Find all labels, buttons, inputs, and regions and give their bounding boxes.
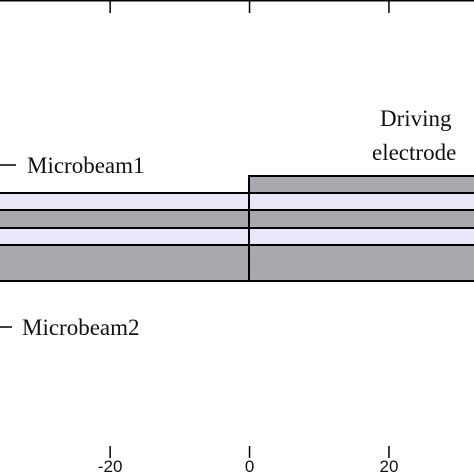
x-tick-label: 0 <box>245 457 254 474</box>
layer <box>0 192 474 211</box>
label: Driving <box>380 106 452 131</box>
layer <box>0 227 474 246</box>
x-tick-label: 20 <box>379 457 398 474</box>
layer <box>0 209 474 229</box>
layer <box>0 244 474 282</box>
label: Microbeam2 <box>22 315 140 340</box>
label: Microbeam1 <box>27 153 145 178</box>
layers <box>0 175 474 282</box>
driving-electrode <box>248 175 474 194</box>
x-tick-label: -20 <box>98 457 123 474</box>
label: electrode <box>372 140 456 165</box>
